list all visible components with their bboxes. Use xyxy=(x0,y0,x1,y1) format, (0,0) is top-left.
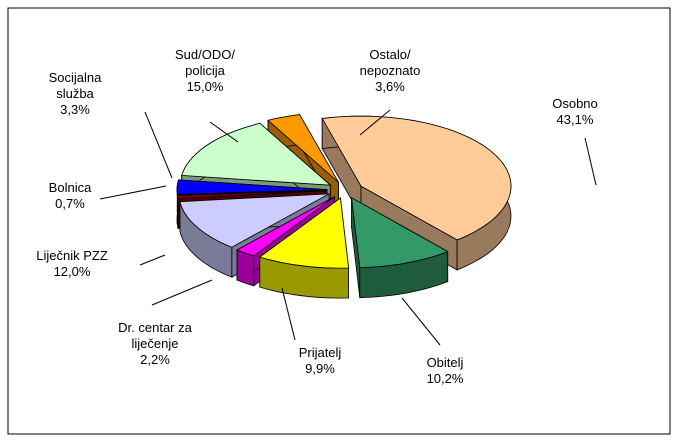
leader-line xyxy=(209,121,239,143)
category-label: Liječnik PZZ xyxy=(36,248,108,263)
data-label: Liječnik PZZ 12,0% xyxy=(36,248,108,280)
value-label: 9,9% xyxy=(305,361,335,376)
slice-top xyxy=(258,197,350,269)
slice-top xyxy=(321,115,512,241)
category-label: Osobno xyxy=(552,96,598,111)
data-label: Socijalna služba 3,3% xyxy=(49,70,102,118)
value-label: 3,3% xyxy=(60,102,90,117)
category-label: Socijalna služba xyxy=(48,70,102,101)
data-label: Obitelj 10,2% xyxy=(427,355,464,387)
value-label: 12,0% xyxy=(53,264,91,279)
value-label: 3,6% xyxy=(375,79,405,94)
slice-top xyxy=(179,193,330,248)
data-label: Bolnica 0,7% xyxy=(49,180,92,212)
leader-line xyxy=(281,287,296,341)
leader-line xyxy=(401,297,441,346)
pie xyxy=(176,113,512,299)
leader-lines xyxy=(99,109,597,346)
slice-top xyxy=(236,196,335,257)
slice-top xyxy=(351,197,449,269)
value-label: 43,1% xyxy=(556,112,594,127)
value-label: 15,0% xyxy=(186,79,224,94)
leader-line xyxy=(139,254,166,266)
leader-line xyxy=(359,109,391,136)
slice-top xyxy=(267,114,339,183)
leader-line xyxy=(151,279,213,306)
leader-line xyxy=(144,111,173,179)
data-label: Dr. centar za liječenje 2,2% xyxy=(118,320,192,368)
category-label: Sud/ODO/ policija xyxy=(175,47,235,78)
leader-line xyxy=(99,185,167,200)
category-label: Dr. centar za liječenje xyxy=(118,320,192,351)
value-label: 2,2% xyxy=(140,352,170,367)
slice-top xyxy=(176,190,328,199)
data-label: Osobno 43,1% xyxy=(552,96,598,128)
leader-line xyxy=(584,137,597,186)
value-label: 10,2% xyxy=(426,371,464,386)
slice-top xyxy=(176,179,328,195)
slice-top xyxy=(181,122,332,186)
category-label: Obitelj xyxy=(426,355,464,370)
category-label: Ostalo/ nepoznato xyxy=(359,47,421,78)
category-label: Bolnica xyxy=(48,180,92,195)
category-label: Prijatelj xyxy=(298,345,342,360)
data-label: Prijatelj 9,9% xyxy=(299,345,342,377)
data-label: Ostalo/ nepoznato 3,6% xyxy=(360,47,421,95)
value-label: 0,7% xyxy=(55,196,85,211)
data-label: Sud/ODO/ policija 15,0% xyxy=(175,47,235,95)
slice-side xyxy=(177,195,179,229)
